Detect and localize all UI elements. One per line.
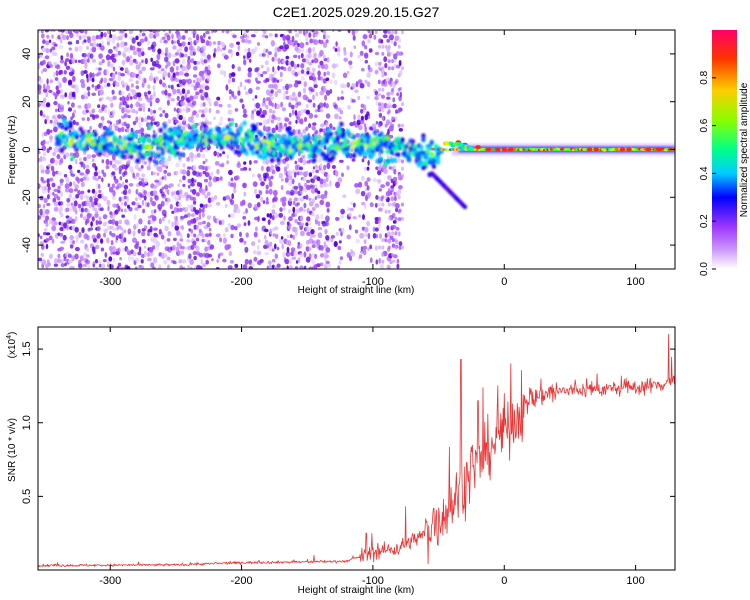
colorbar-tick-label: 0.0 [699, 262, 710, 276]
y-tick-label: 20 [21, 96, 33, 108]
x-tick-label: -100 [362, 276, 384, 288]
spectrogram-y-label: Frequency (Hz) [7, 116, 18, 185]
snr-frame [37, 326, 676, 571]
snr-x-label: Height of straight line (km) [298, 585, 415, 596]
snr-x-ticks: -300 -200 -100 0 100 [99, 327, 645, 587]
x-tick-label: -300 [99, 575, 121, 587]
y-tick-label: 1.5 [21, 341, 33, 356]
snr-y-label: SNR (10 * v/v) [7, 418, 18, 482]
spectrogram-y-ticks: -40 -20 0 20 40 [21, 48, 675, 253]
spectrogram-x-label: Height of straight line (km) [298, 285, 415, 296]
svg-text:(x104): (x104) [6, 332, 18, 359]
y-tick-label: 0.5 [21, 489, 33, 504]
x-tick-label: 100 [626, 276, 644, 288]
spectrogram-heatmap [38, 30, 675, 269]
colorbar-tick-label: 0.8 [699, 70, 710, 84]
colorbar-tick-label: 0.6 [699, 118, 710, 132]
snr-y-ticks: 0.5 1.0 1.5 [21, 341, 675, 504]
snr-series-line [38, 334, 675, 568]
heatmap-speckle [38, 30, 404, 269]
y-tick-label: -20 [21, 189, 33, 205]
colorbar: 0.0 0.2 0.4 0.6 0.8 Normalized spectral ampl… [699, 30, 750, 276]
x-tick-label: 0 [501, 575, 507, 587]
y-tick-label: 0 [21, 146, 33, 152]
x-tick-label: -100 [362, 575, 384, 587]
heatmap-band [55, 117, 468, 210]
colorbar-gradient [712, 30, 737, 269]
heatmap-carrier-line [430, 140, 675, 156]
y-tick-label: -40 [21, 237, 33, 253]
colorbar-ticks: 0.0 0.2 0.4 0.6 0.8 [699, 70, 716, 276]
x-tick-label: 100 [626, 575, 644, 587]
snr-y-scale: (x104) [6, 332, 18, 359]
x-tick-label: 0 [501, 276, 507, 288]
y-tick-label: 40 [21, 48, 33, 60]
snr-chart: -300 -200 -100 0 100 0.5 1.0 1.5 Height of str… [6, 326, 676, 596]
snr-y-scale-exp: 4 [6, 335, 13, 339]
figure-title: C2E1.2025.029.20.15.G27 [273, 4, 440, 20]
y-tick-label: 1.0 [21, 415, 33, 430]
x-tick-label: -300 [99, 276, 121, 288]
snr-y-scale-base: (x10 [7, 338, 18, 358]
colorbar-tick-label: 0.4 [699, 166, 710, 180]
colorbar-label: Normalized spectral amplitude [739, 82, 750, 217]
x-tick-label: -200 [231, 276, 253, 288]
x-tick-label: -200 [231, 575, 253, 587]
spectrogram-x-ticks: -300 -200 -100 0 100 [99, 30, 645, 288]
colorbar-tick-label: 0.2 [699, 214, 710, 228]
